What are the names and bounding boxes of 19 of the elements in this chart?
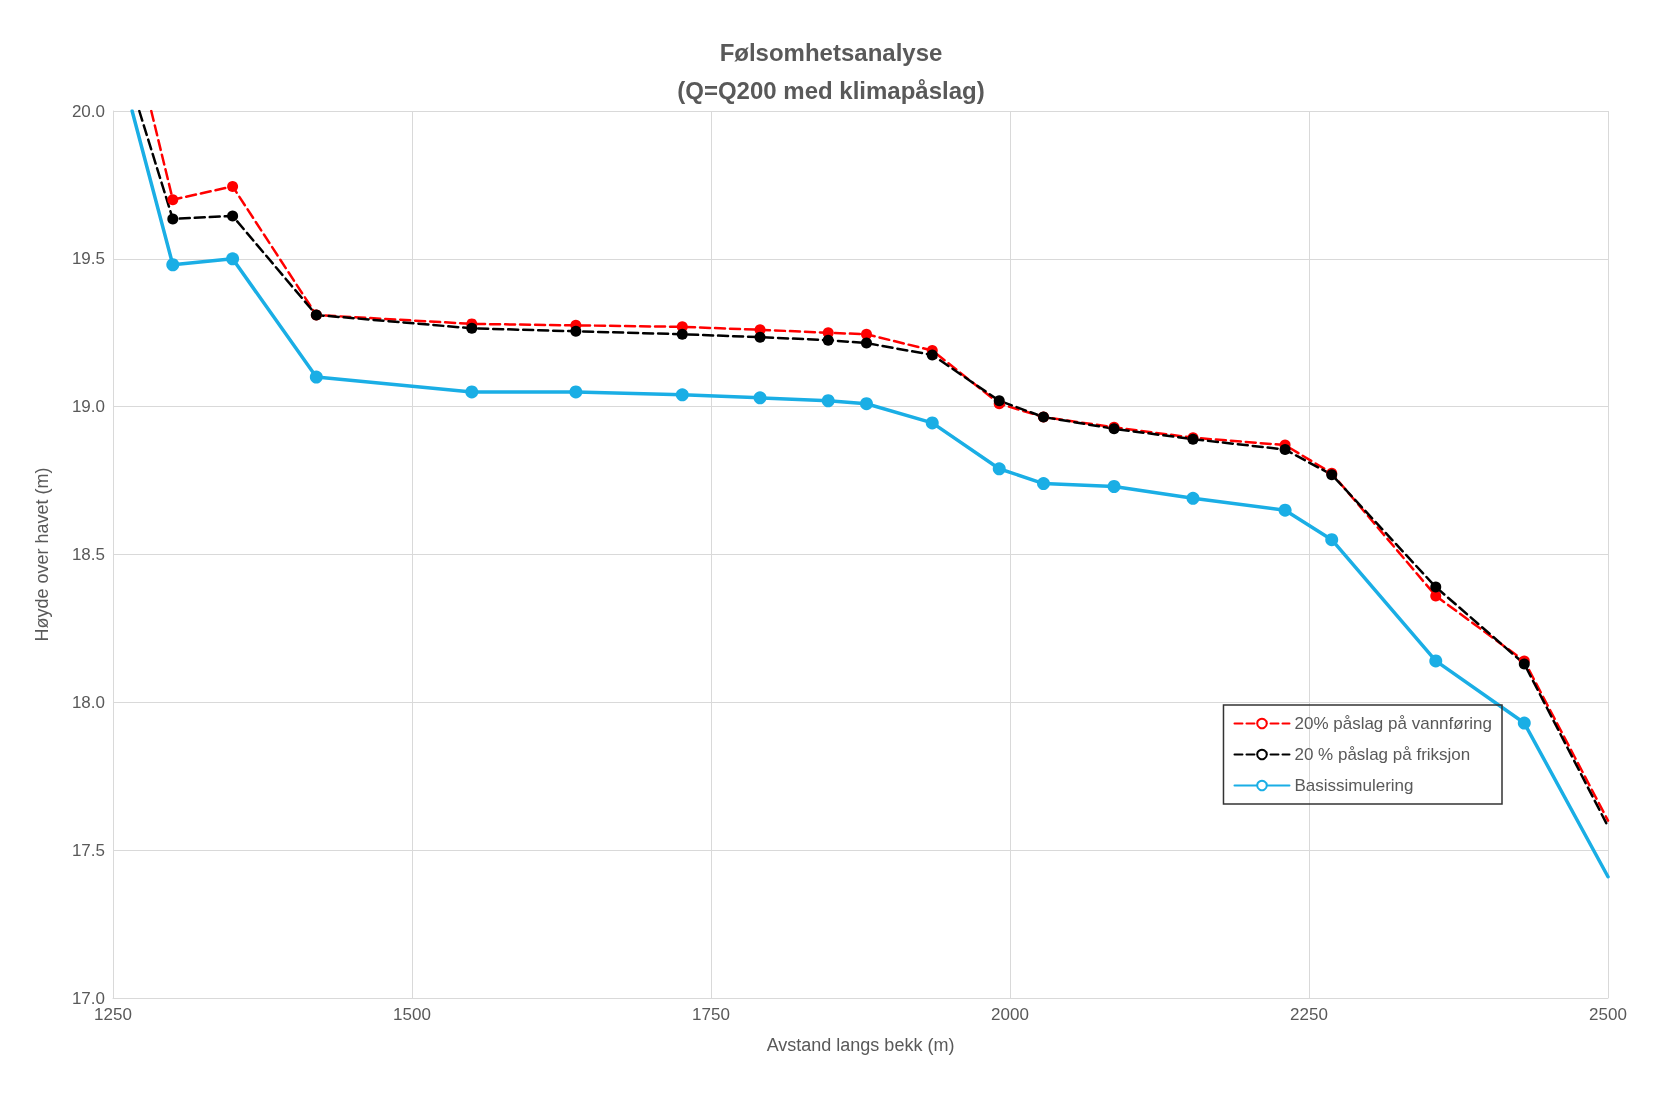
legend-label: 20 % påslag på friksjon: [1294, 745, 1471, 764]
y-tick-label: 19.5: [71, 249, 105, 269]
x-tick-label: 1250: [94, 1005, 132, 1024]
y-tick-label: 18.5: [71, 545, 105, 564]
y-tick-label: 18.0: [71, 692, 105, 712]
y-tick-label: 17.0: [71, 988, 105, 1008]
x-axis-title: Avstand langs bekk (m): [766, 1035, 955, 1055]
y-axis-title: Høyde over havet (m): [32, 467, 52, 642]
x-tick-label: 1750: [692, 1005, 730, 1024]
x-tick-label: 2000: [991, 1005, 1029, 1024]
y-tick-label: 17.5: [71, 840, 105, 860]
x-tick-label: 2500: [1589, 1005, 1627, 1024]
chart-title: Følsomhetsanalyse (Q=Q200 med klimapåslag): [677, 38, 985, 104]
legend-label: 20% påslag på vannføring: [1294, 714, 1493, 733]
y-tick-label: 19.0: [71, 397, 105, 417]
x-tick-label: 1500: [393, 1005, 431, 1024]
y-tick-label: 20.0: [71, 101, 105, 121]
x-tick-label: 2250: [1290, 1005, 1328, 1024]
legend-label: Basissimulering: [1294, 776, 1414, 795]
